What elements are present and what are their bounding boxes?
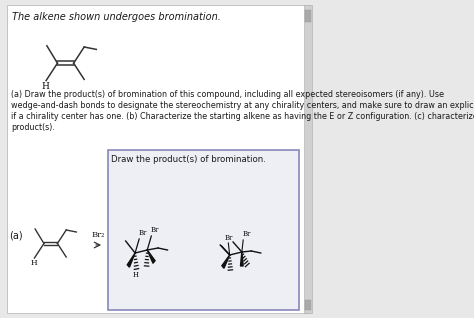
Polygon shape [240, 252, 243, 266]
Text: if a chirality center has one. (b) Characterize the starting alkene as having th: if a chirality center has one. (b) Chara… [11, 112, 474, 121]
Text: Br: Br [151, 226, 159, 234]
Bar [305, 10, 311, 22]
Text: Br: Br [224, 234, 233, 242]
Text: Draw the product(s) of bromination.: Draw the product(s) of bromination. [111, 155, 266, 164]
Text: H: H [133, 271, 139, 279]
Bar [304, 5, 312, 313]
Text: The alkene shown undergoes bromination.: The alkene shown undergoes bromination. [12, 12, 221, 22]
Bar [108, 150, 299, 310]
Text: wedge-and-dash bonds to designate the stereochemistry at any chirality centers, : wedge-and-dash bonds to designate the st… [11, 101, 474, 110]
Text: Br₂: Br₂ [92, 231, 105, 239]
Text: (a): (a) [9, 231, 23, 241]
Polygon shape [222, 255, 230, 268]
Polygon shape [147, 250, 155, 263]
Text: product(s).: product(s). [11, 123, 55, 132]
Text: (a) Draw the product(s) of bromination of this compound, including all expected : (a) Draw the product(s) of bromination o… [11, 90, 444, 99]
Text: H: H [41, 82, 49, 91]
Text: Br: Br [138, 229, 147, 237]
Bar [305, 300, 311, 310]
Text: H: H [30, 259, 37, 267]
Polygon shape [128, 253, 135, 267]
Text: Br: Br [243, 230, 251, 238]
